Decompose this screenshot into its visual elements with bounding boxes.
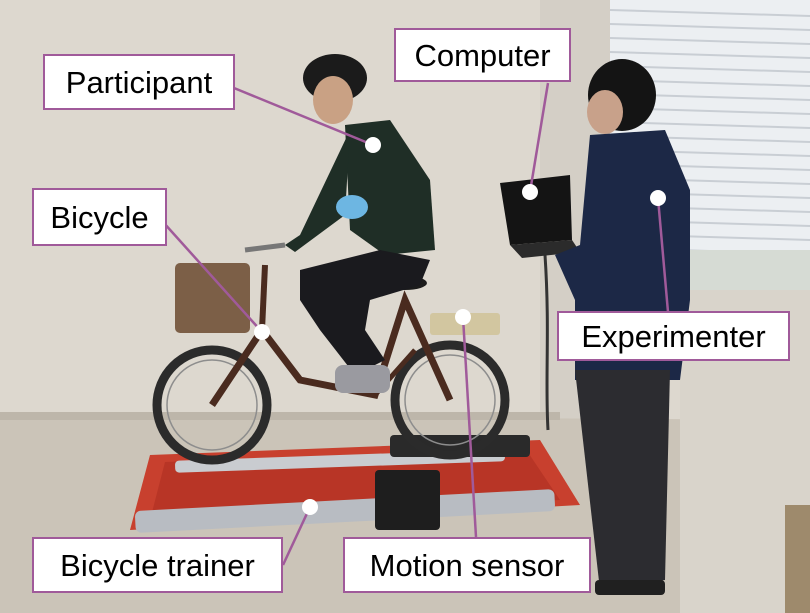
bicycle-label: Bicycle bbox=[32, 188, 167, 246]
trainer-block bbox=[375, 470, 440, 530]
bicycle-marker bbox=[254, 324, 270, 340]
bicycle-trainer-marker bbox=[302, 499, 318, 515]
computer-graphic bbox=[500, 175, 580, 258]
motion-sensor-marker bbox=[455, 309, 471, 325]
motion-sensor-label: Motion sensor bbox=[343, 537, 591, 593]
computer-marker bbox=[522, 184, 538, 200]
door-edge bbox=[785, 505, 810, 613]
callout-lines bbox=[162, 82, 670, 566]
participant-figure bbox=[285, 54, 435, 393]
participant-marker bbox=[365, 137, 381, 153]
participant-label: Participant bbox=[43, 54, 235, 110]
cable bbox=[543, 254, 550, 431]
computer-label: Computer bbox=[394, 28, 571, 82]
baseboard bbox=[0, 412, 560, 420]
bicycle-trainer-label: Bicycle trainer bbox=[32, 537, 283, 593]
experimenter-label: Experimenter bbox=[557, 311, 790, 361]
trainer-rail bbox=[135, 489, 555, 533]
experimenter-marker bbox=[650, 190, 666, 206]
bicycle-basket bbox=[175, 263, 250, 333]
